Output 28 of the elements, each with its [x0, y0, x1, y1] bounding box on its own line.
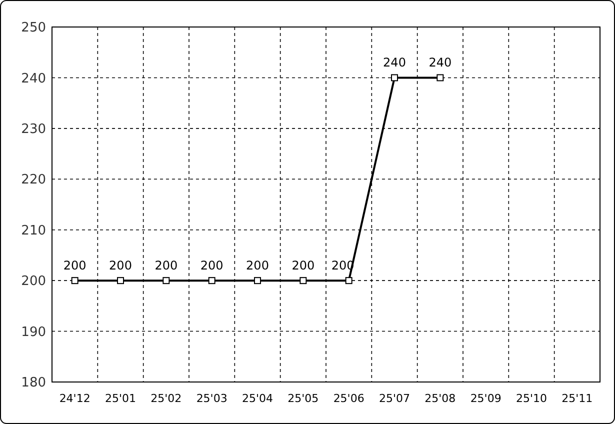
- y-tick-label: 180: [21, 376, 46, 391]
- data-label: 200: [292, 258, 315, 273]
- x-tick-label: 25'08: [424, 392, 456, 405]
- y-tick-label: 210: [21, 223, 46, 238]
- x-tick-label: 25'10: [516, 392, 548, 405]
- data-label: 200: [154, 258, 178, 273]
- data-label: 240: [383, 56, 406, 70]
- x-tick-label: 25'05: [288, 392, 319, 405]
- x-tick-label: 25'03: [196, 392, 228, 405]
- x-tick-label: 25'06: [333, 392, 364, 405]
- y-tick-label: 220: [21, 172, 46, 188]
- y-tick-label: 200: [21, 274, 46, 290]
- y-tick-label: 250: [21, 20, 46, 36]
- y-tick-label: 240: [21, 71, 46, 86]
- x-tick-label: 25'09: [470, 392, 502, 405]
- x-tick-label: 25'01: [104, 392, 136, 405]
- y-tick-label: 190: [21, 324, 46, 340]
- x-tick-label: 24'12: [59, 392, 90, 405]
- x-tick-label: 25'02: [150, 392, 182, 405]
- data-label: 200: [246, 258, 269, 273]
- y-tick-label: 230: [21, 122, 46, 137]
- data-label: 200: [200, 258, 224, 273]
- x-tick-label: 25'04: [242, 392, 274, 405]
- x-tick-label: 25'11: [562, 392, 593, 405]
- data-label: 240: [428, 56, 452, 70]
- data-label: 200: [109, 258, 132, 273]
- data-label: 200: [63, 258, 86, 273]
- x-tick-label: 25'07: [378, 392, 410, 405]
